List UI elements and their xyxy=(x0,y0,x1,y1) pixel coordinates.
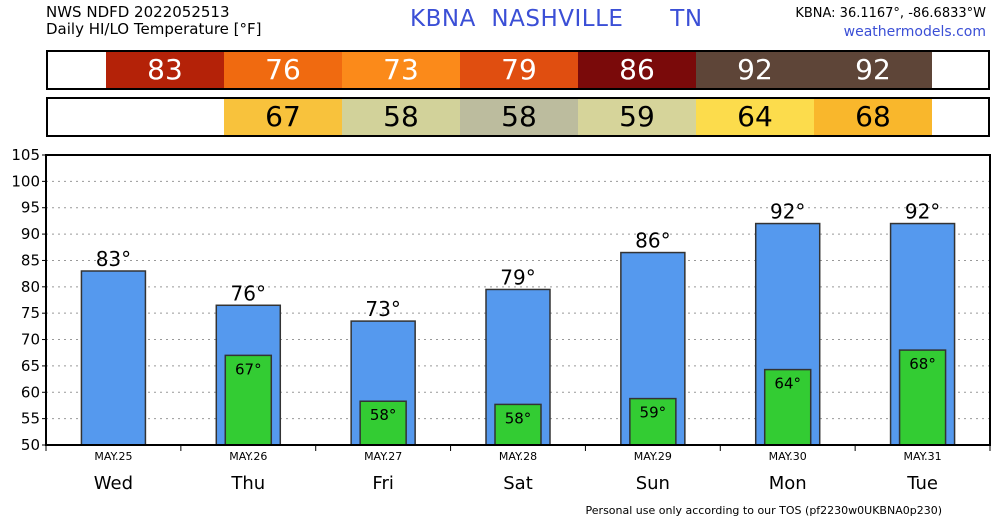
high-temp-cell: 76 xyxy=(224,52,342,88)
high-temp-label: 86° xyxy=(635,229,670,253)
high-temp-label: 92° xyxy=(770,200,805,224)
low-temp-cell: 67 xyxy=(224,99,342,135)
low-temp-bar xyxy=(629,397,677,446)
x-day-label: Mon xyxy=(769,473,807,494)
high-temp-cell: 79 xyxy=(460,52,578,88)
low-temp-bar xyxy=(763,368,812,446)
low-temp-cell: 68 xyxy=(814,99,932,135)
high-temp-cell: 92 xyxy=(696,52,814,88)
y-tick-label: 55 xyxy=(21,410,40,428)
y-tick-label: 95 xyxy=(21,199,40,217)
low-temp-strip: 67 58 58 59 64 68 xyxy=(46,97,990,137)
y-tick-label: 90 xyxy=(21,225,40,243)
high-temp-cell: 83 xyxy=(106,52,224,88)
low-temp-cell: 59 xyxy=(578,99,696,135)
x-day-label: Tue xyxy=(906,473,938,494)
x-date-label: MAY.29 xyxy=(634,450,672,463)
y-tick-label: 50 xyxy=(21,436,40,454)
x-date-label: MAY.25 xyxy=(94,450,132,463)
chart-header-left: NWS NDFD 2022052513 Daily HI/LO Temperat… xyxy=(46,4,262,38)
x-date-label: MAY.28 xyxy=(499,450,537,463)
x-day-label: Sun xyxy=(636,473,670,494)
high-temp-bar xyxy=(80,270,147,446)
station-title: KBNA NASHVILLE TN xyxy=(410,6,703,32)
low-temp-bar xyxy=(359,400,407,446)
x-day-label: Fri xyxy=(372,473,393,494)
x-date-label: MAY.30 xyxy=(769,450,807,463)
high-temp-cell: 92 xyxy=(814,52,932,88)
model-run-label: NWS NDFD 2022052513 xyxy=(46,3,230,21)
y-tick-label: 100 xyxy=(11,172,40,190)
x-date-label: MAY.31 xyxy=(903,450,941,463)
low-temp-cell xyxy=(932,99,988,135)
y-tick-label: 85 xyxy=(21,251,40,269)
high-temp-label: 79° xyxy=(500,265,535,289)
low-temp-label: 68° xyxy=(909,355,936,373)
plot-frame xyxy=(45,154,991,446)
high-temp-cell xyxy=(932,52,988,88)
chart-header-right: KBNA: 36.1167°, -86.6833°W weathermodels… xyxy=(795,5,986,41)
low-temp-bar xyxy=(898,349,947,446)
low-temp-label: 58° xyxy=(505,409,532,427)
x-day-label: Thu xyxy=(230,473,265,494)
y-tick-label: 80 xyxy=(21,278,40,296)
temperature-bar-chart: 50 55 60 65 70 75 80 85 90 95 100 105 83° MAY.25 Wed 76… xyxy=(11,148,991,494)
y-tick-label: 70 xyxy=(21,331,40,349)
high-temp-label: 73° xyxy=(365,297,400,321)
chart-title: Daily HI/LO Temperature [°F] xyxy=(46,20,262,38)
high-temp-label: 83° xyxy=(96,247,131,271)
x-date-label: MAY.26 xyxy=(229,450,267,463)
high-temp-cell: 86 xyxy=(578,52,696,88)
high-temp-cell xyxy=(48,52,106,88)
x-date-label: MAY.27 xyxy=(364,450,402,463)
low-temp-cell: 64 xyxy=(696,99,814,135)
low-temp-label: 67° xyxy=(235,360,262,378)
y-tick-label: 105 xyxy=(11,148,40,164)
low-temp-label: 59° xyxy=(640,404,667,422)
low-temp-bar xyxy=(224,354,273,446)
low-temp-label: 64° xyxy=(774,375,801,393)
x-day-label: Wed xyxy=(94,473,133,494)
low-temp-label: 58° xyxy=(370,406,397,424)
low-temp-cell: 58 xyxy=(460,99,578,135)
low-temp-cell: 58 xyxy=(342,99,460,135)
low-temp-cell xyxy=(48,99,106,135)
low-temp-cell xyxy=(106,99,224,135)
x-day-label: Sat xyxy=(503,473,533,494)
site-link[interactable]: weathermodels.com xyxy=(843,24,986,40)
y-tick-label: 75 xyxy=(21,304,40,322)
y-tick-label: 65 xyxy=(21,357,40,375)
high-temp-strip: 83 76 73 79 86 92 92 xyxy=(46,50,990,90)
high-temp-cell: 73 xyxy=(342,52,460,88)
low-temp-bar xyxy=(494,403,542,446)
high-temp-label: 92° xyxy=(905,200,940,224)
station-coordinates: KBNA: 36.1167°, -86.6833°W xyxy=(795,6,986,21)
high-temp-label: 76° xyxy=(231,281,266,305)
y-tick-label: 60 xyxy=(21,383,40,401)
footer-note: Personal use only according to our TOS (… xyxy=(585,504,942,517)
